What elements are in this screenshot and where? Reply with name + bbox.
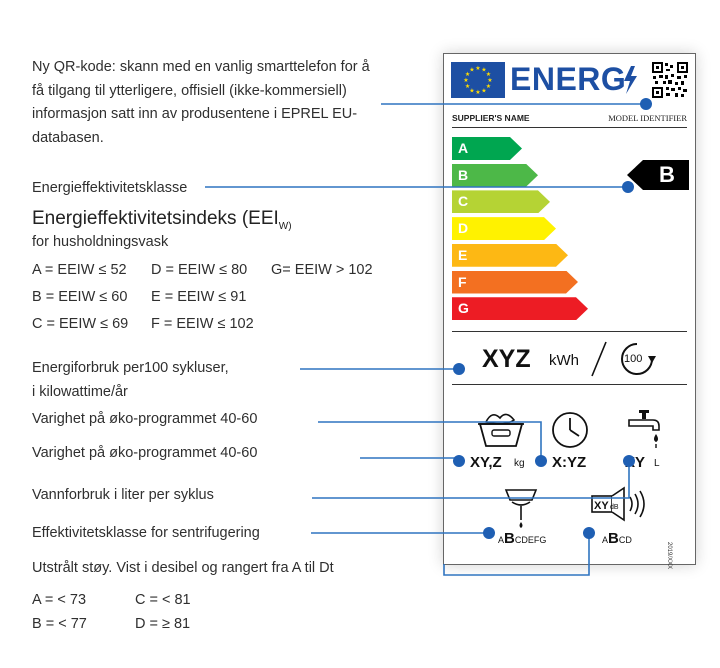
spin-class-scale: ABCDEFG xyxy=(498,530,546,547)
spin-class-a: A xyxy=(498,535,505,545)
header-divider xyxy=(452,127,687,128)
duration-label-2: Varighet på øko-programmet 40-60 xyxy=(32,445,258,461)
class-bar-f: F xyxy=(452,271,578,294)
class-bar-d-letter: D xyxy=(458,220,469,237)
class-bar-a-letter: A xyxy=(458,140,469,156)
water-consumption-label: Vannforbruk i liter per syklus xyxy=(32,487,214,503)
speaker-icon xyxy=(591,486,645,522)
kwh-divider xyxy=(452,384,687,385)
kwh-unit: kWh xyxy=(549,352,579,369)
class-bar-f-letter: F xyxy=(458,273,467,290)
eei-row-3-col-1: C = EEIW ≤ 69 xyxy=(32,316,129,332)
eu-flag-icon: ★ ★★ ★★★ ★★★ ★★★ xyxy=(451,62,505,98)
energy-class-marker-letter: B xyxy=(659,162,675,187)
eei-title: Energieffektivitetsindeks (EEIW) xyxy=(32,206,292,240)
noise-class-a: A = < 73 xyxy=(32,592,87,608)
svg-text:★: ★ xyxy=(487,77,492,84)
water-tap-icon xyxy=(628,410,660,448)
energy-class-label: Energieffektivitetsklasse xyxy=(32,180,188,196)
duration-label-1: Varighet på øko-programmet 40-60 xyxy=(32,411,258,427)
qr-leader-dot xyxy=(640,98,652,110)
svg-text:★: ★ xyxy=(486,83,491,90)
cycle-arrow-icon xyxy=(621,343,656,375)
noise-value: XY xyxy=(594,500,609,512)
cycles-count: 100 xyxy=(624,353,643,365)
eei-title-text: Energieffektivitetsindeks (EEI xyxy=(32,208,279,229)
noise-class-small-a: A xyxy=(602,535,609,545)
noise-class-scale: ABCD xyxy=(602,530,632,547)
kwh-separator xyxy=(591,341,607,377)
eei-row-3-col-2: F = EEIW ≤ 102 xyxy=(151,316,254,332)
water-leader-dot xyxy=(623,455,635,467)
model-identifier: MODEL IDENTIFIER xyxy=(608,113,687,123)
water-leader xyxy=(312,461,630,499)
eei-row-2-col-1: B = EEIW ≤ 60 xyxy=(32,289,128,305)
energy-class-scale: A B C D E F G xyxy=(452,137,602,323)
svg-text:★: ★ xyxy=(469,67,474,74)
scale-divider xyxy=(452,331,687,332)
qr-code-icon xyxy=(651,61,689,99)
class-bar-b: B xyxy=(452,164,538,187)
svg-text:★: ★ xyxy=(481,67,486,74)
noise-class-rest: CD xyxy=(618,535,632,545)
svg-text:★: ★ xyxy=(486,71,491,78)
class-bar-g: G xyxy=(452,297,588,320)
consumption-label-line-2: i kilowattime/år xyxy=(32,384,128,400)
class-bar-a: A xyxy=(452,137,522,160)
energy-word: ENERG xyxy=(510,61,627,97)
eei-row-1-col-1: A = EEIW ≤ 52 xyxy=(32,262,127,278)
class-bar-e: E xyxy=(452,244,568,267)
duration-leader-1-dot xyxy=(535,455,547,467)
svg-text:★: ★ xyxy=(481,87,486,94)
lightning-icon xyxy=(624,66,637,94)
svg-text:★: ★ xyxy=(469,87,474,94)
noise-class-c: C = < 81 xyxy=(135,592,191,608)
qr-code-description: Ny QR-kode: skann med en vanlig smarttel… xyxy=(32,59,370,146)
noise-class-b: B = < 77 xyxy=(32,616,87,632)
class-bar-c-letter: C xyxy=(458,193,469,210)
eei-row-1-col-2: D = EEIW ≤ 80 xyxy=(151,262,248,278)
noise-class-current: B xyxy=(608,530,619,547)
eei-title-subscript: W) xyxy=(278,220,292,232)
class-bar-g-letter: G xyxy=(458,300,469,317)
clock-icon xyxy=(552,412,588,448)
class-bar-c: C xyxy=(452,190,550,213)
noise-leader-dot xyxy=(583,527,595,539)
spin-class-rest: CDEFG xyxy=(514,535,547,545)
svg-text:★: ★ xyxy=(465,71,470,78)
consumption-leader-dot xyxy=(453,363,465,375)
spin-class-label: Effektivitetsklasse for sentrifugering xyxy=(32,525,260,541)
duration-leader-1 xyxy=(318,421,542,461)
eei-row-2-col-2: E = EEIW ≤ 91 xyxy=(151,289,247,305)
supplier-name: SUPPLIER'S NAME xyxy=(452,113,530,123)
noise-class-d: D = ≥ 81 xyxy=(135,616,191,632)
svg-text:★: ★ xyxy=(463,77,468,84)
capacity-unit: kg xyxy=(514,458,525,469)
svg-text:★: ★ xyxy=(465,83,470,90)
spin-class-current: B xyxy=(504,530,515,547)
duration-leader-2-dot xyxy=(453,455,465,467)
noise-leader xyxy=(443,533,590,576)
class-bar-e-letter: E xyxy=(458,246,468,263)
water-unit: L xyxy=(654,458,660,469)
spin-leader-dot xyxy=(483,527,495,539)
svg-text:★: ★ xyxy=(475,65,480,72)
noise-label: Utstrålt støy. Vist i desibel og rangert… xyxy=(32,560,334,576)
class-bar-b-letter: B xyxy=(458,166,469,183)
eei-row-1-col-3: G= EEIW > 102 xyxy=(271,262,373,278)
duration-value: X:YZ xyxy=(552,454,587,471)
consumption-label-line-1: Energiforbruk per100 sykluser, xyxy=(32,360,229,376)
energy-class-leader-dot xyxy=(622,181,634,193)
capacity-value: XY,Z xyxy=(470,454,502,471)
kwh-value: XYZ xyxy=(482,345,531,373)
class-bar-d: D xyxy=(452,217,556,240)
noise-unit: dB xyxy=(610,504,619,511)
eei-subtitle: for husholdningsvask xyxy=(32,234,169,250)
svg-text:★: ★ xyxy=(475,89,480,96)
